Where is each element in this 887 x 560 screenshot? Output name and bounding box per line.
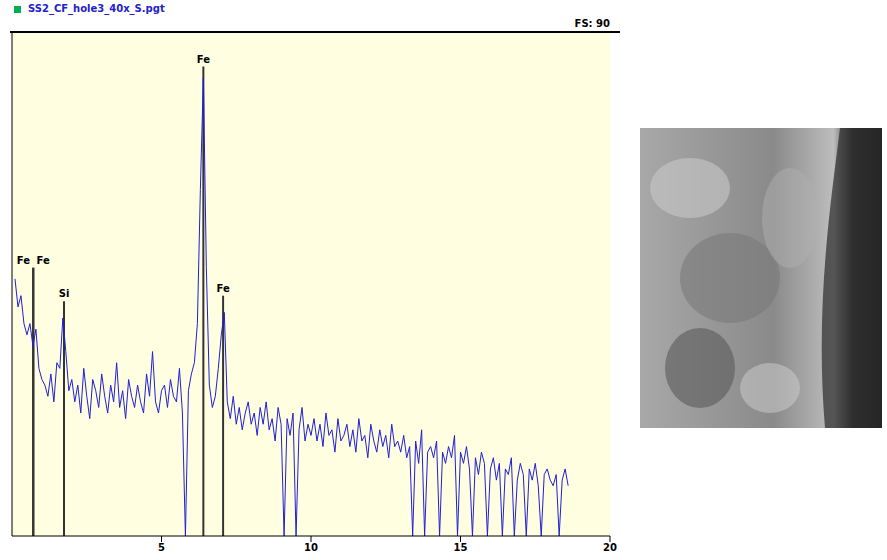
svg-text:Si: Si [59, 288, 70, 299]
svg-text:20: 20 [603, 542, 617, 553]
svg-text:Fe: Fe [216, 283, 229, 294]
html-text:SS2_CF_hole3_40x_S.pgt: SS2_CF_hole3_40x_S.pgt [28, 3, 165, 14]
svg-text:10: 10 [304, 542, 318, 553]
html-text:FS: 90: FS: 90 [574, 18, 610, 29]
svg-text:5: 5 [158, 542, 165, 553]
svg-text:Fe: Fe [17, 255, 30, 266]
svg-text:15: 15 [454, 542, 468, 553]
svg-text:Fe: Fe [197, 54, 210, 65]
svg-text:Fe: Fe [36, 255, 49, 266]
